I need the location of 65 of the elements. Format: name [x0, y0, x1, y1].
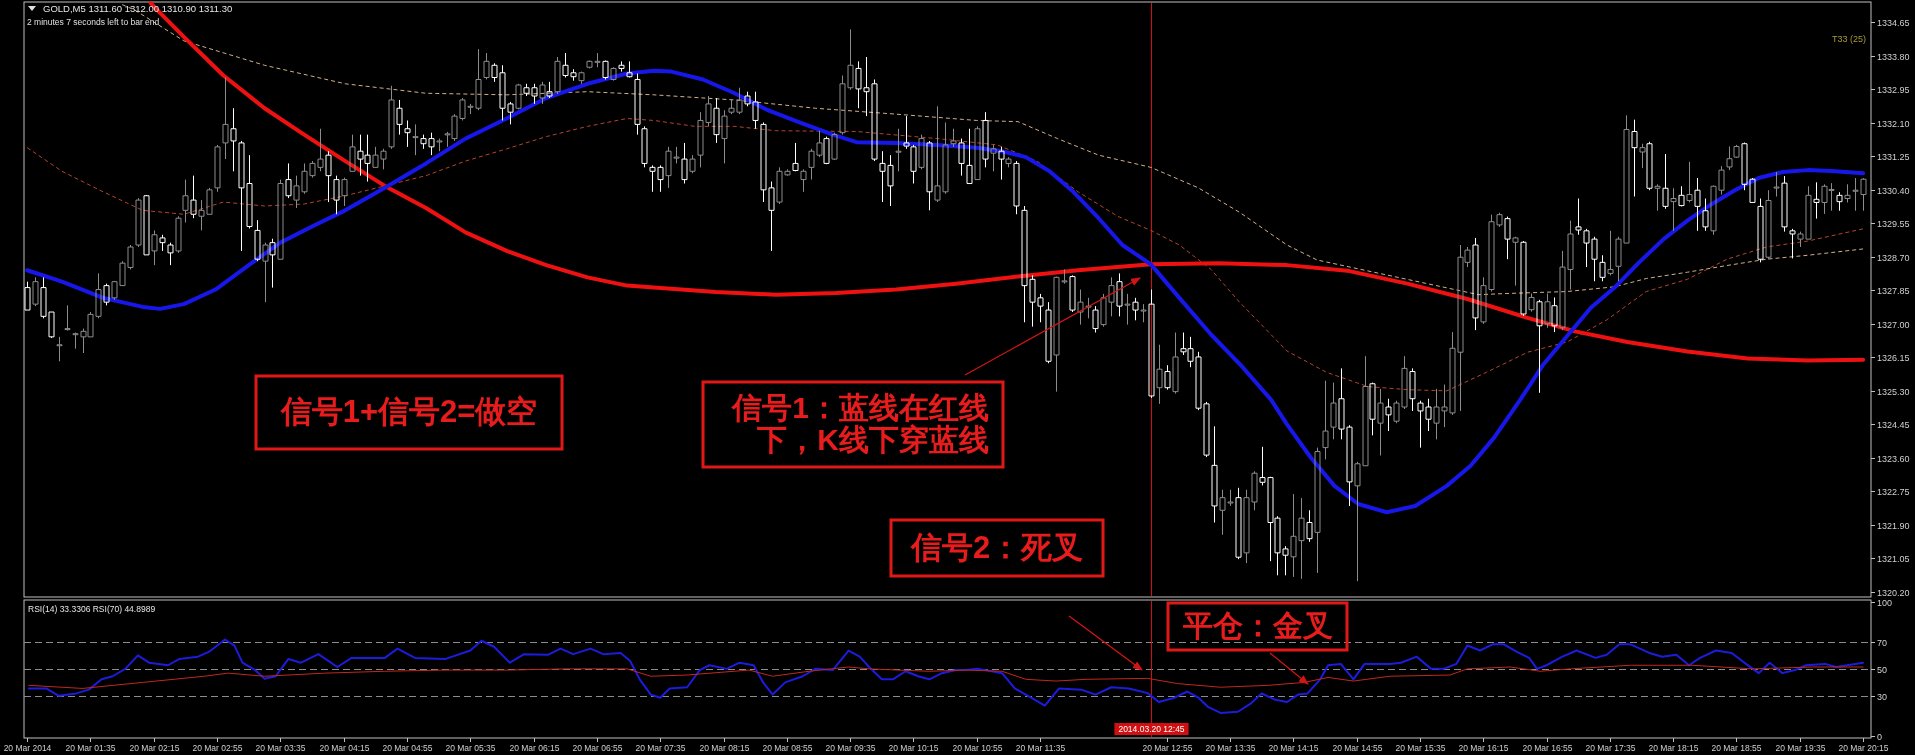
y-tick-label: 1330.40 — [1877, 185, 1910, 196]
y-tick-label: 70 — [1877, 637, 1887, 648]
x-tick-label: 20 Mar 05:35 — [445, 743, 496, 753]
x-tick-label: 20 Mar 19:35 — [1775, 743, 1826, 753]
x-tick-label: 20 Mar 11:35 — [1015, 743, 1066, 753]
x-tick-label: 20 Mar 10:15 — [888, 743, 939, 753]
x-tick-label: 20 Mar 08:55 — [762, 743, 813, 753]
subtitle: 2 minutes 7 seconds left to bar end — [27, 17, 160, 27]
y-tick-label: 30 — [1877, 691, 1887, 702]
y-tick-label: 1334.65 — [1877, 17, 1910, 28]
y-tick-label: 1320.20 — [1877, 587, 1910, 598]
x-tick-label: 20 Mar 17:35 — [1585, 743, 1636, 753]
x-tick-label: 20 Mar 07:35 — [635, 743, 686, 753]
annotation: 平仓：金叉 — [1181, 609, 1333, 643]
x-tick-label: 20 Mar 08:15 — [699, 743, 750, 753]
annotation: 信号1+信号2=做空 — [279, 394, 538, 430]
x-tick-label: 20 Mar 06:55 — [572, 743, 623, 753]
annotation: 信号1：蓝线在红线下，K线下穿蓝线 — [701, 380, 1005, 469]
y-tick-label: 1331.25 — [1877, 151, 1910, 162]
y-tick-label: 1325.30 — [1877, 386, 1910, 397]
ref-line-label: 2014.03.20 12:45 — [1118, 724, 1185, 734]
x-tick-label: 20 Mar 03:35 — [255, 743, 306, 753]
x-tick-label: 20 Mar 14:55 — [1332, 743, 1383, 753]
x-tick-label: 20 Mar 01:35 — [65, 743, 116, 753]
x-tick-label: 20 Mar 06:15 — [509, 743, 560, 753]
y-tick-label: 1323.60 — [1877, 453, 1910, 464]
ref-line-label: 2014.03.20 12:45 — [1114, 723, 1189, 735]
annotation: 信号2：死叉 — [889, 518, 1105, 578]
y-tick-label: 1328.70 — [1877, 252, 1910, 263]
annotation: 信号1+信号2=做空 — [254, 374, 564, 451]
x-tick-label: 20 Mar 04:15 — [319, 743, 370, 753]
x-tick-label: 20 Mar 12:55 — [1142, 743, 1193, 753]
annotation: 信号2：死叉 — [909, 529, 1084, 565]
y-tick-label: 1327.00 — [1877, 319, 1910, 330]
y-tick-label: 50 — [1877, 664, 1887, 675]
y-tick-label: 1329.55 — [1877, 218, 1910, 229]
x-tick-label: 20 Mar 2014 — [3, 743, 52, 753]
y-tick-label: 1324.45 — [1877, 419, 1910, 430]
y-tick-label: 1321.05 — [1877, 553, 1910, 564]
annotation: 信号1：蓝线在红线下，K线下穿蓝线 — [731, 390, 989, 457]
title: RSI(14) 33.3306 RSI(70) 44.8989 — [28, 604, 156, 614]
y-tick-label: 1332.10 — [1877, 118, 1910, 129]
y-tick-label: 0 — [1877, 731, 1882, 742]
x-tick-label: 20 Mar 16:55 — [1522, 743, 1573, 753]
y-tick-label: 1322.75 — [1877, 486, 1910, 497]
y-tick-label: 1333.80 — [1877, 51, 1910, 62]
x-tick-label: 20 Mar 13:35 — [1205, 743, 1256, 753]
x-tick-label: 20 Mar 20:15 — [1838, 743, 1889, 753]
y-tick-label: 100 — [1877, 597, 1893, 608]
x-tick-label: 20 Mar 04:55 — [382, 743, 433, 753]
x-tick-label: 20 Mar 15:35 — [1395, 743, 1446, 753]
y-tick-label: 1326.15 — [1877, 352, 1910, 363]
x-tick-label: 20 Mar 16:15 — [1458, 743, 1509, 753]
x-tick-label: 20 Mar 18:15 — [1648, 743, 1699, 753]
y-tick-label: 1321.90 — [1877, 520, 1910, 531]
y-tick-label: 1332.95 — [1877, 84, 1910, 95]
x-tick-label: 20 Mar 18:55 — [1711, 743, 1762, 753]
annotation: 平仓：金叉 — [1166, 601, 1349, 652]
annotation: T33 (25) — [1832, 34, 1866, 44]
x-tick-label: 20 Mar 02:15 — [129, 743, 180, 753]
x-tick-label: 20 Mar 14:15 — [1268, 743, 1319, 753]
y-tick-label: 1327.85 — [1877, 285, 1910, 296]
x-tick-label: 20 Mar 02:55 — [192, 743, 243, 753]
x-tick-label: 20 Mar 09:35 — [825, 743, 876, 753]
x-tick-label: 20 Mar 10:55 — [952, 743, 1003, 753]
